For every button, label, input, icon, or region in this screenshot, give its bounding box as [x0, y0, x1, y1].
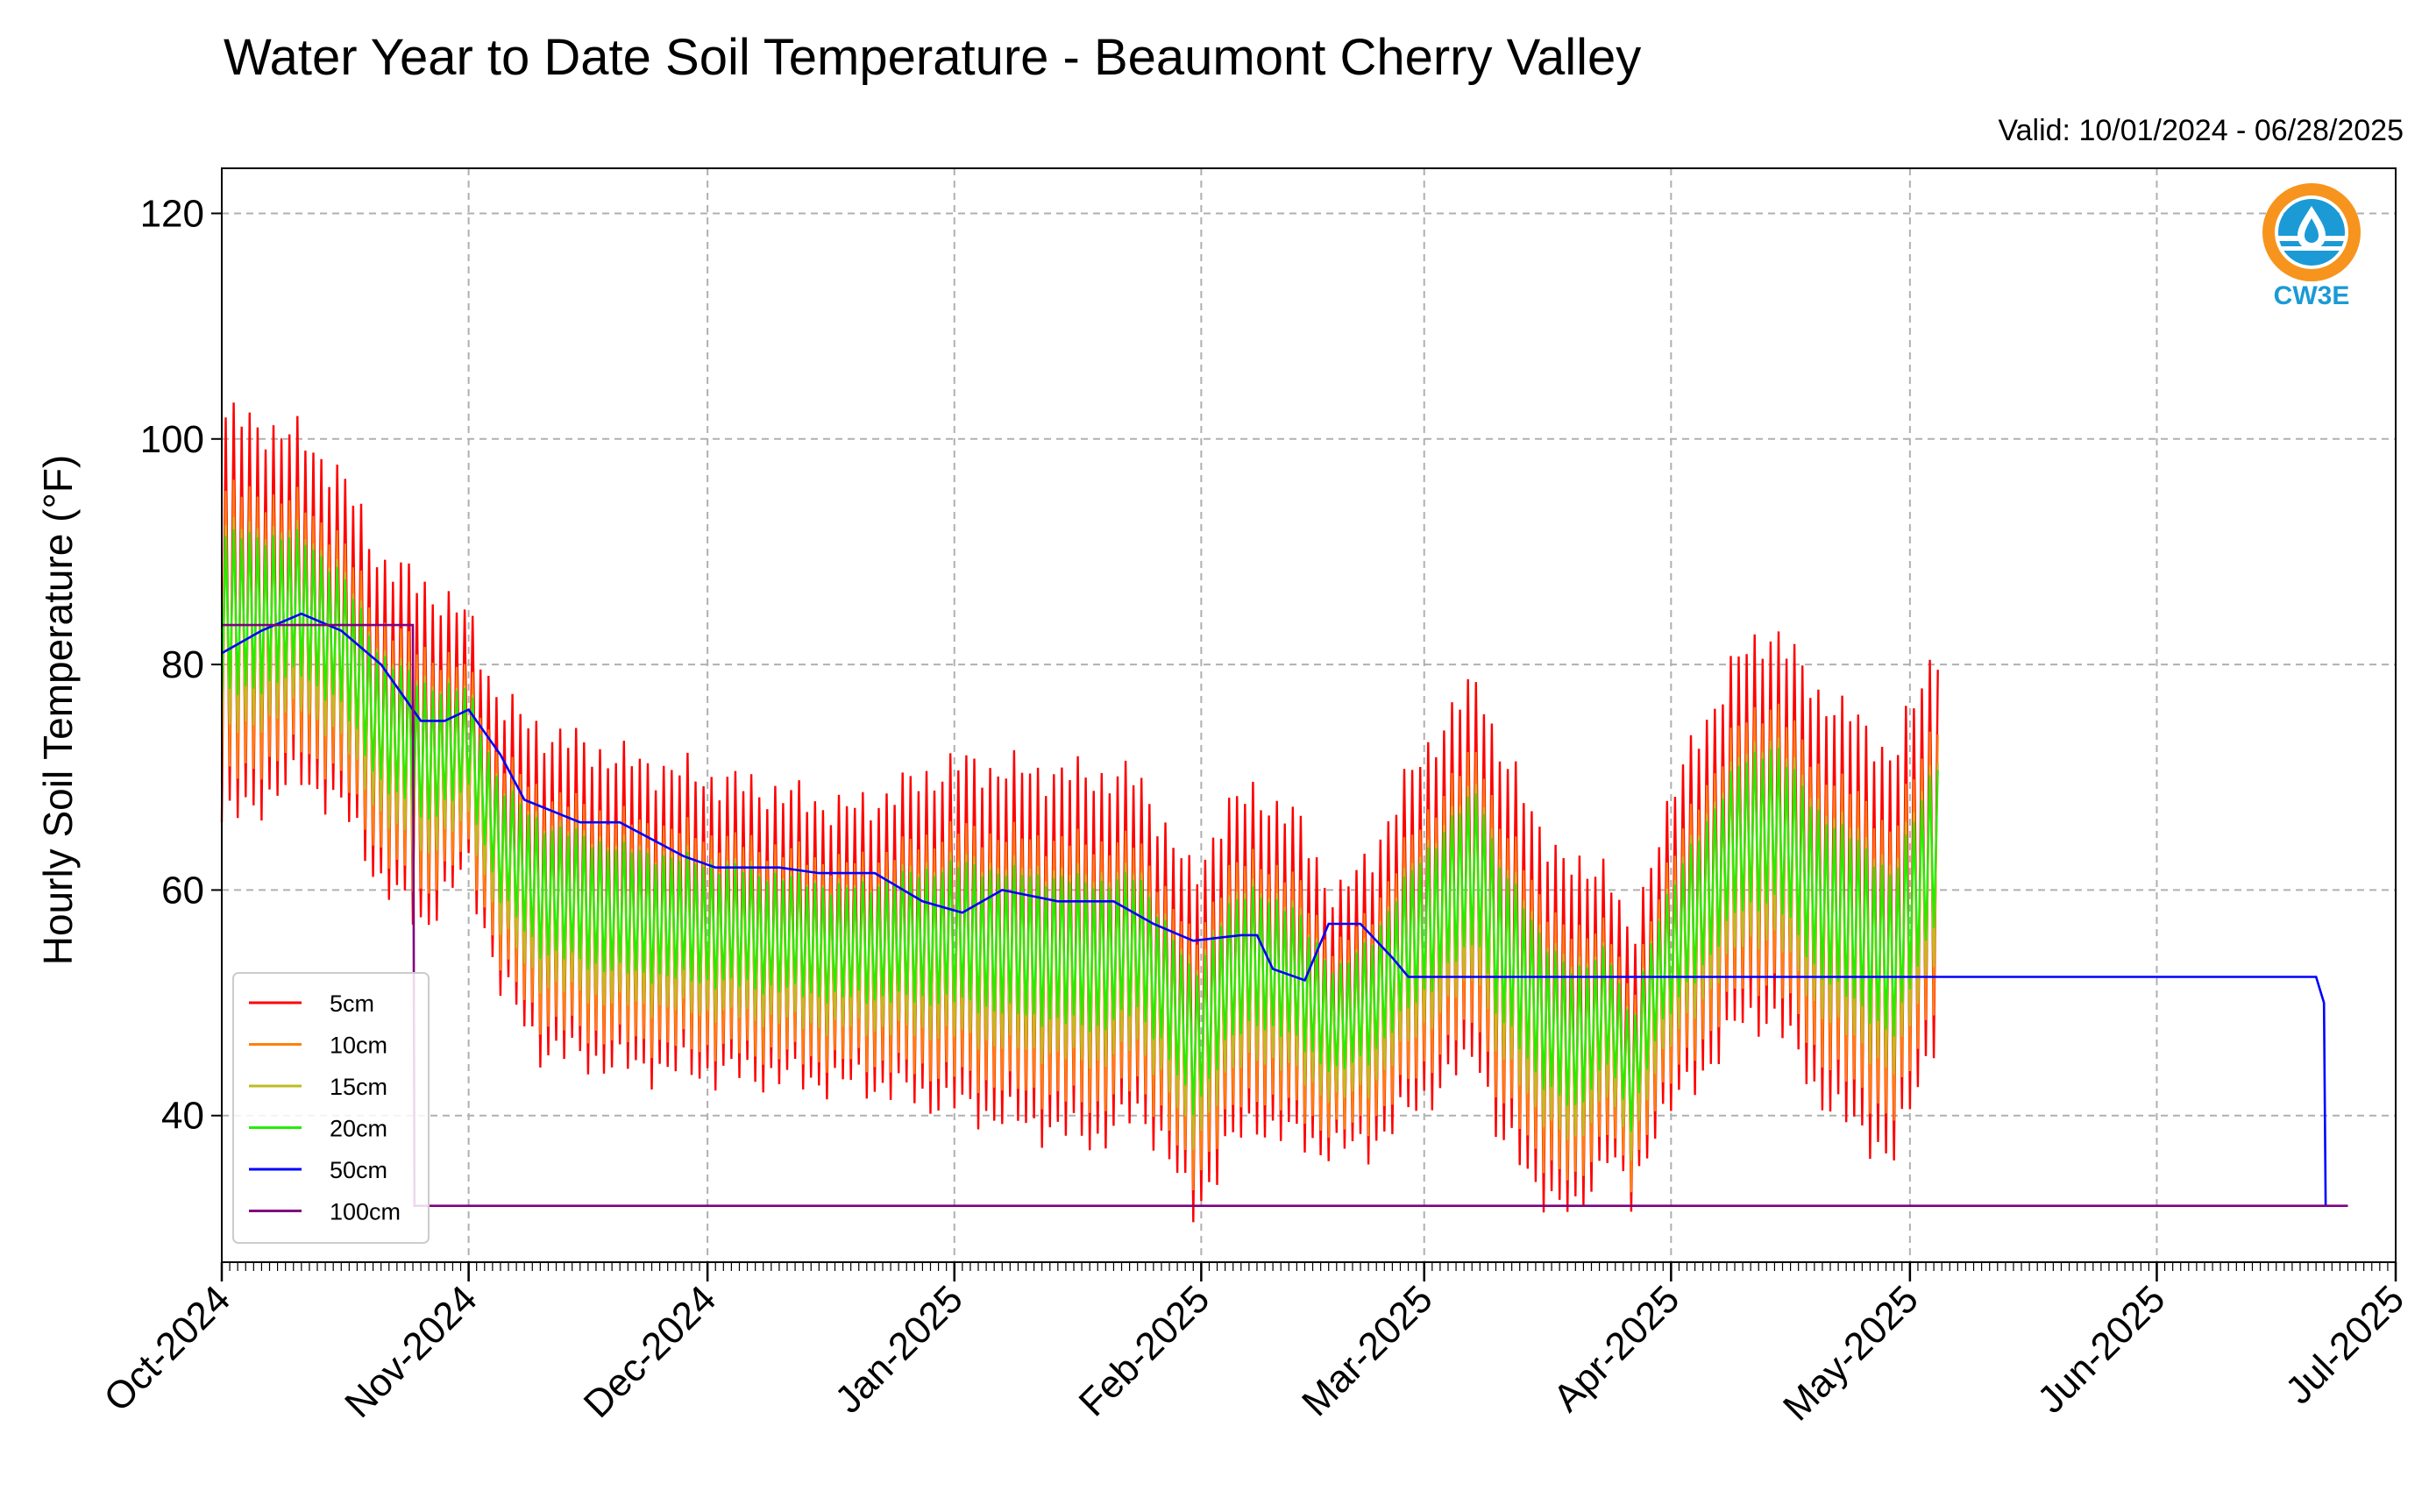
series-line-15cm [220, 516, 1939, 1161]
plot-frame [221, 167, 2397, 1263]
y-tick-label: 80 [161, 643, 204, 686]
y-tick-label: 60 [161, 869, 204, 912]
legend-label-20cm: 20cm [330, 1116, 387, 1142]
legend-label-50cm: 50cm [330, 1157, 387, 1183]
x-tick-label: Dec-2024 [576, 1277, 725, 1426]
legend-label-100cm: 100cm [330, 1199, 401, 1225]
chart-title: Water Year to Date Soil Temperature - Be… [224, 29, 1641, 86]
logo-text: CW3E [2274, 281, 2350, 310]
x-tick-label: Jan-2025 [827, 1277, 970, 1421]
logo-ring-icon [2262, 183, 2361, 281]
y-axis: 40 60 80 100 120 [140, 192, 222, 1138]
series-line-20cm [220, 529, 1939, 1132]
legend-label-10cm: 10cm [330, 1033, 387, 1059]
x-tick-label: May-2025 [1775, 1277, 1927, 1429]
series-layer [220, 402, 2348, 1223]
cw3e-logo: CW3E [2262, 183, 2361, 310]
x-tick-label: Jul-2025 [2277, 1277, 2412, 1412]
y-tick-label: 120 [140, 192, 204, 235]
y-tick-label: 100 [140, 418, 204, 461]
legend-label-5cm: 5cm [330, 990, 374, 1017]
legend: 5cm 10cm 15cm 20cm 50cm 100cm [232, 972, 430, 1244]
x-tick-label: Apr-2025 [1545, 1277, 1688, 1420]
y-tick-label: 40 [161, 1095, 204, 1138]
x-tick-label: Mar-2025 [1294, 1277, 1441, 1424]
y-axis-label: Hourly Soil Temperature (°F) [35, 455, 81, 966]
x-axis: Oct-2024 Nov-2024 Dec-2024 Jan-2025 Feb-2025… [96, 1262, 2412, 1429]
x-tick-label: Nov-2024 [337, 1277, 486, 1426]
x-tick-label: Oct-2024 [96, 1277, 238, 1420]
series-line-50cm [221, 612, 2327, 1206]
legend-box [232, 972, 430, 1244]
series-line-10cm [220, 479, 1939, 1193]
x-tick-label: Feb-2025 [1071, 1277, 1218, 1424]
grid [221, 168, 2397, 1262]
chart-subtitle: Valid: 10/01/2024 - 06/28/2025 [1998, 114, 2404, 147]
x-tick-label: Jun-2025 [2029, 1277, 2173, 1421]
legend-label-15cm: 15cm [330, 1074, 387, 1100]
